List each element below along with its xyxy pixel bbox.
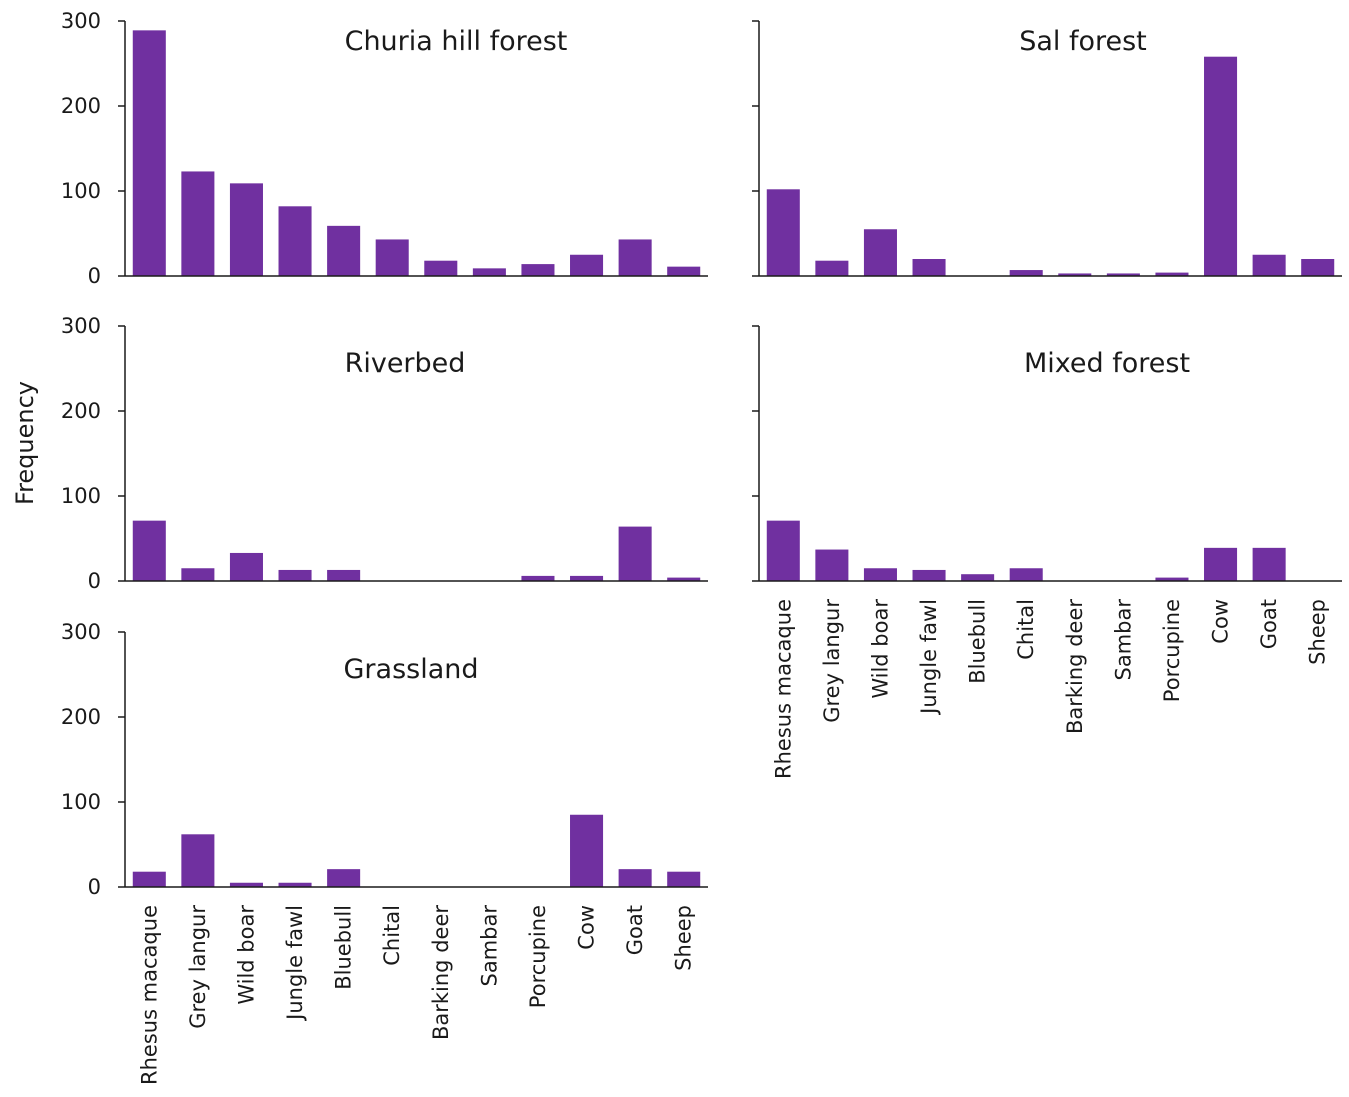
panel-title: Churia hill forest: [345, 26, 568, 57]
bar: [181, 568, 215, 581]
bar: [1252, 254, 1286, 276]
bar: [667, 577, 701, 581]
bar: [912, 569, 946, 581]
category-label: Goat: [1257, 599, 1281, 649]
bar: [1301, 259, 1335, 276]
panel: 0 100 200 300 Riverbed: [61, 314, 708, 593]
panel: Sal forest: [752, 20, 1342, 277]
panel-title: Mixed forest: [1024, 348, 1190, 379]
panel: 0 100 200 300 Churia hill forest: [61, 9, 708, 288]
y-tick-label: 100: [61, 179, 101, 203]
bar: [375, 239, 409, 276]
bar: [1106, 273, 1140, 276]
bar: [327, 569, 361, 581]
bar: [472, 268, 506, 276]
category-label: Porcupine: [1160, 599, 1184, 702]
panels: 0 100 200 300 Churia hill forest Sal forest 0 1…: [61, 9, 1342, 1085]
y-tick-label: 300: [61, 314, 101, 338]
y-tick-label: 200: [61, 705, 101, 729]
bar: [570, 575, 604, 581]
bar: [863, 229, 897, 276]
category-label: Grey langur: [186, 905, 210, 1029]
category-label: Wild boar: [234, 905, 258, 1005]
bar: [1058, 273, 1092, 276]
y-tick-label: 0: [88, 569, 101, 593]
bar: [912, 259, 946, 276]
bar: [327, 869, 361, 887]
bar: [229, 183, 263, 276]
bar: [570, 814, 604, 887]
bar: [132, 871, 166, 887]
bar: [863, 568, 897, 581]
y-tick-label: 200: [61, 94, 101, 118]
bar: [229, 552, 263, 581]
bar: [278, 882, 312, 887]
y-tick-label: 0: [88, 875, 101, 899]
bar: [1204, 547, 1238, 581]
panel-title: Riverbed: [345, 348, 466, 379]
y-tick-label: 0: [88, 264, 101, 288]
panel-title: Grassland: [344, 654, 479, 685]
bar: [132, 30, 166, 276]
bar: [667, 871, 701, 887]
category-label: Wild boar: [868, 599, 892, 699]
bar: [1204, 56, 1238, 277]
category-label: Jungle fawl: [283, 905, 307, 1022]
bar: [618, 869, 652, 887]
bar: [1155, 577, 1189, 581]
panel: 0 100 200 300 Grassland Rhesus macaque Grey la…: [61, 620, 708, 1085]
category-label: Chital: [380, 905, 404, 966]
y-tick-label: 300: [61, 9, 101, 33]
panel-title: Sal forest: [1019, 26, 1147, 57]
bar: [278, 569, 312, 581]
bar: [618, 526, 652, 581]
bar: [570, 254, 604, 276]
bar: [961, 574, 995, 581]
bar: [424, 260, 458, 276]
bar: [1252, 547, 1286, 581]
category-label: Cow: [1209, 599, 1233, 644]
category-label: Rhesus macaque: [137, 905, 161, 1085]
y-tick-label: 300: [61, 620, 101, 644]
category-label: Porcupine: [526, 905, 550, 1008]
bar: [815, 549, 849, 581]
bar: [521, 575, 555, 581]
category-label: Sheep: [672, 905, 696, 971]
bar: [1009, 270, 1043, 276]
category-label: Grey langur: [820, 599, 844, 723]
bar: [766, 520, 800, 581]
category-label: Sheep: [1306, 599, 1330, 665]
category-label: Jungle fawl: [917, 599, 941, 716]
category-label: Cow: [575, 905, 599, 950]
panel: Mixed forest Rhesus macaque Grey langur Wil…: [752, 325, 1342, 779]
category-label: Sambar: [477, 905, 501, 987]
category-label: Goat: [623, 905, 647, 955]
category-label: Barking deer: [429, 905, 453, 1040]
category-label: Barking deer: [1063, 599, 1087, 734]
bar: [815, 260, 849, 276]
y-tick-label: 100: [61, 484, 101, 508]
bar: [1155, 272, 1189, 276]
bar: [181, 171, 215, 276]
category-label: Sambar: [1111, 599, 1135, 681]
y-tick-label: 100: [61, 790, 101, 814]
category-label: Bluebull: [966, 599, 990, 684]
y-axis-label: Frequency: [11, 381, 39, 505]
bar: [521, 264, 555, 276]
bar: [132, 520, 166, 581]
bar: [278, 206, 312, 276]
bar: [667, 266, 701, 276]
bar: [618, 239, 652, 276]
y-tick-label: 200: [61, 399, 101, 423]
bar: [181, 834, 215, 887]
bar: [766, 189, 800, 276]
category-label: Bluebull: [332, 905, 356, 990]
category-label: Chital: [1014, 599, 1038, 660]
bar: [327, 225, 361, 276]
bar: [1009, 568, 1043, 581]
category-label: Rhesus macaque: [771, 599, 795, 779]
bar: [229, 882, 263, 887]
